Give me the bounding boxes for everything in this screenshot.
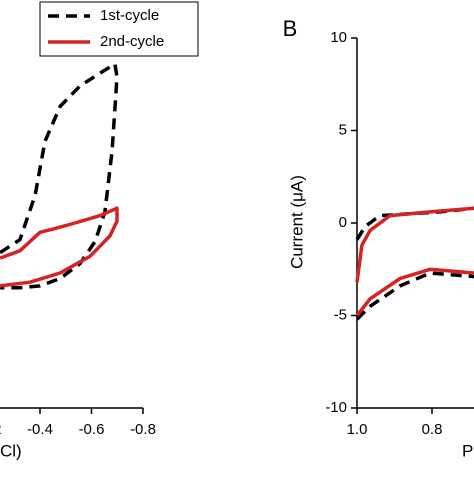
x-tick-label: 1.0 xyxy=(347,421,368,438)
y-tick-label: 0 xyxy=(339,214,347,231)
legend-label: 2nd-cycle xyxy=(100,33,164,50)
x-tick-label: -0.2 xyxy=(0,421,1,438)
line-series xyxy=(355,206,474,317)
line-series xyxy=(0,62,119,290)
line-series xyxy=(355,206,474,321)
legend-box xyxy=(39,1,199,57)
x-tick-label: 0.8 xyxy=(422,421,443,438)
legend-label: 1st-cycle xyxy=(100,7,159,24)
y-tick-label: 10 xyxy=(330,29,347,46)
x-axis-label: P xyxy=(462,441,473,460)
x-tick-label: -0.8 xyxy=(130,421,156,438)
x-tick-label: -0.6 xyxy=(79,421,105,438)
y-axis-label: Current (μA) xyxy=(287,175,306,269)
y-tick-label: -10 xyxy=(325,399,347,416)
line-series xyxy=(0,206,119,288)
x-tick-label: -0.4 xyxy=(27,421,53,438)
x-axis-label: Cl) xyxy=(0,441,22,460)
y-tick-label: 5 xyxy=(339,121,347,138)
panel-label: B xyxy=(283,16,298,41)
y-tick-label: -5 xyxy=(334,306,347,323)
